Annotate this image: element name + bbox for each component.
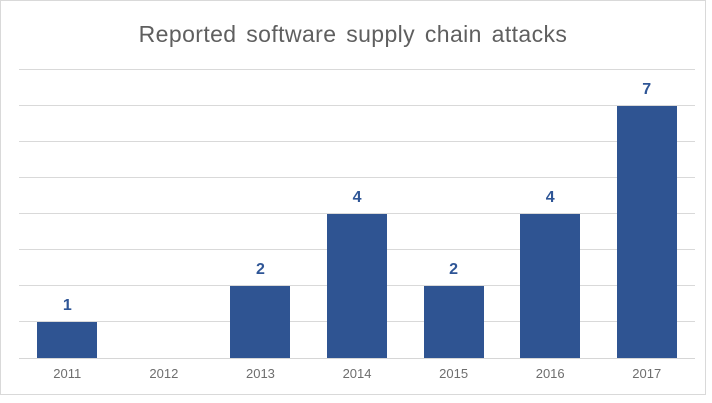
bar-slot-2012 — [116, 70, 213, 358]
gridline-8 — [19, 69, 695, 70]
x-axis-label-2013: 2013 — [245, 366, 275, 381]
data-label-2011: 1 — [62, 297, 72, 314]
bar-2013 — [230, 286, 291, 358]
bar-2016 — [520, 214, 581, 358]
gridline-5 — [19, 177, 695, 178]
data-label-2014: 4 — [352, 189, 362, 206]
x-axis-labels: 2011 2012 2013 2014 2015 2016 2017 — [19, 366, 695, 382]
bar-2015 — [423, 286, 484, 358]
x-axis-label-2017: 2017 — [632, 366, 662, 381]
bar-slot-2017: 7 — [598, 70, 695, 358]
bar-slot-2013: 2 — [212, 70, 309, 358]
x-axis-label-2012: 2012 — [149, 366, 179, 381]
gridline-4 — [19, 213, 695, 214]
bar-2011 — [37, 322, 98, 358]
bar-2017 — [616, 106, 677, 358]
bars-layer: 1 2 4 2 4 7 — [19, 70, 695, 358]
data-label-2013: 2 — [255, 261, 265, 278]
gridline-6 — [19, 141, 695, 142]
gridline-7 — [19, 105, 695, 106]
bar-slot-2016: 4 — [502, 70, 599, 358]
data-label-2015: 2 — [449, 261, 459, 278]
bar-slot-2015: 2 — [405, 70, 502, 358]
data-label-2016: 4 — [545, 189, 555, 206]
bar-slot-2011: 1 — [19, 70, 116, 358]
bar-slot-2014: 4 — [309, 70, 406, 358]
x-axis-label-2014: 2014 — [342, 366, 372, 381]
data-label-2017: 7 — [642, 81, 652, 98]
chart-title: Reported software supply chain attacks — [138, 21, 568, 47]
x-axis-label-2011: 2011 — [53, 366, 82, 381]
bar-2014 — [327, 214, 388, 358]
plot-area: 1 2 4 2 4 7 — [19, 69, 695, 359]
x-axis-label-2015: 2015 — [439, 366, 469, 381]
x-axis-label-2016: 2016 — [535, 366, 565, 381]
